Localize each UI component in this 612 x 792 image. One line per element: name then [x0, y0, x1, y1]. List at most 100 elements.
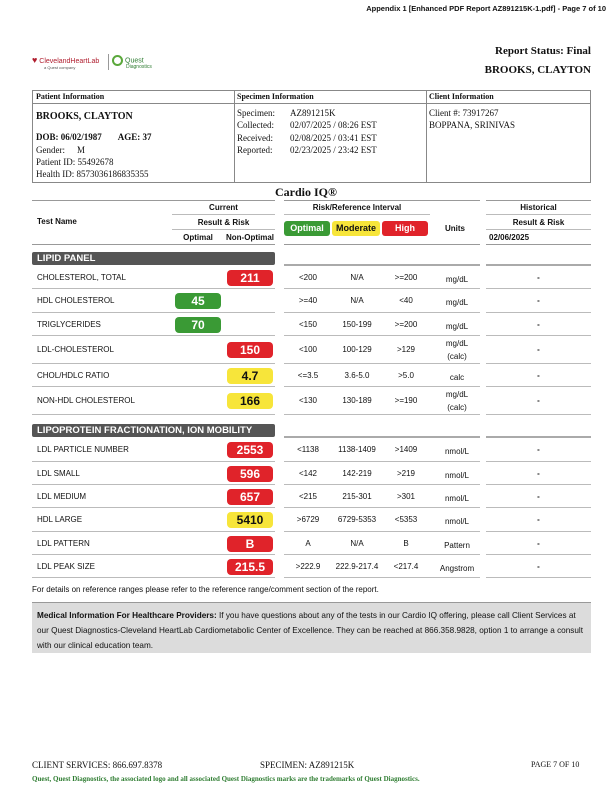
optimal-header: Optimal	[183, 233, 213, 242]
specimen-row-value: AZ891215K	[290, 108, 336, 118]
specimen-row-label: Collected:	[237, 120, 274, 131]
specimen-row-value: 02/08/2025 / 03:41 EST	[290, 132, 377, 143]
footer-client-services: CLIENT SERVICES: 866.697.8378	[32, 760, 163, 770]
historical-value: -	[537, 538, 540, 548]
optimal-range: <150	[298, 319, 318, 329]
optimal-range: >222.9	[295, 561, 321, 571]
high-range: >=200	[394, 319, 418, 329]
high-range: >129	[396, 345, 416, 354]
optimal-range: <215	[298, 491, 318, 501]
cleveland-logo-text: ClevelandHeartLab	[39, 58, 100, 65]
result-row: LDL PEAK SIZE 215.5 >222.9 222.9-217.4 <217.…	[32, 555, 591, 578]
patient-info-header: Patient Information	[33, 91, 234, 104]
units: nmol/L	[444, 470, 469, 480]
legend-optimal: Optimal	[284, 221, 330, 236]
historical-value: -	[537, 345, 540, 354]
quest-logo-sub: Diagnostics	[126, 64, 152, 70]
result-row: HDL LARGE 5410 >6729 6729-5353 <5353 nmol/L -	[32, 508, 591, 532]
patient-dob: DOB: 06/02/1987	[36, 132, 102, 143]
historical-value: -	[537, 515, 540, 524]
risk-interval-header: Risk/Reference Interval	[312, 203, 402, 212]
test-name: TRIGLYCERIDES	[37, 319, 101, 329]
medical-info-label: Medical Information For Healthcare Provi…	[37, 611, 217, 620]
specimen-row-value: 02/07/2025 / 08:26 EST	[290, 120, 377, 131]
result-badge: 5410	[227, 512, 273, 528]
test-name: LDL PARTICLE NUMBER	[37, 445, 129, 454]
specimen-row: Specimen: AZ891215K	[237, 107, 423, 119]
result-row: LDL PATTERN B A N/A B Pattern -	[32, 532, 591, 555]
test-name: LDL SMALL	[37, 468, 80, 478]
units-note: (calc)	[447, 403, 467, 412]
optimal-range: <1138	[297, 445, 319, 454]
units: nmol/L	[444, 493, 469, 503]
report-status: Report Status: Final	[495, 45, 591, 57]
specimen-row-value: 02/23/2025 / 23:42 EST	[290, 144, 377, 155]
units: nmol/L	[444, 517, 469, 526]
high-range: <5353	[394, 515, 418, 524]
footer-page-number: PAGE 7 OF 10	[531, 760, 580, 769]
patient-age: AGE: 37	[117, 132, 152, 143]
legend-high: High	[382, 221, 428, 236]
optimal-range: <=3.5	[297, 370, 319, 380]
optimal-range: <130	[298, 396, 318, 405]
test-name: LDL MEDIUM	[37, 491, 87, 501]
moderate-range: 130-189	[342, 396, 372, 405]
medical-info-text: If you have questions about any of the t…	[37, 611, 584, 650]
result-row: CHOLESTEROL, TOTAL 211 <200 N/A >=200 mg/dL -	[32, 266, 591, 289]
high-range: >5.0	[398, 370, 414, 380]
result-badge: 45	[175, 293, 221, 309]
report-title: Cardio IQ®	[275, 185, 337, 199]
units: mg/dL	[445, 321, 469, 331]
reference-footnote: For details on reference ranges please r…	[32, 585, 379, 594]
moderate-range: N/A	[350, 296, 364, 305]
result-badge: B	[227, 535, 273, 552]
specimen-row: Reported: 02/23/2025 / 23:42 EST	[237, 144, 423, 156]
non-optimal-header: Non-Optimal	[226, 233, 274, 242]
units: calc	[449, 372, 465, 382]
units: mg/dL	[445, 390, 469, 399]
moderate-range: 3.6-5.0	[344, 370, 370, 380]
test-name: HDL LARGE	[37, 515, 83, 524]
high-range: <217.4	[393, 561, 419, 571]
optimal-range: <142	[298, 468, 318, 478]
historical-value: -	[537, 296, 540, 305]
high-range: >1409	[394, 445, 418, 454]
units-note: (calc)	[447, 352, 467, 361]
test-name: CHOL/HDLC RATIO	[37, 370, 110, 380]
moderate-range: 222.9-217.4	[335, 561, 379, 571]
optimal-range: <100	[298, 345, 318, 354]
result-row: LDL SMALL 596 <142 142-219 >219 nmol/L -	[32, 462, 591, 485]
footer-specimen: SPECIMEN: AZ891215K	[260, 760, 355, 770]
historical-value: -	[537, 319, 540, 329]
result-badge: 4.7	[227, 367, 273, 384]
specimen-row: Collected: 02/07/2025 / 08:26 EST	[237, 119, 423, 131]
medical-info-box: Medical Information For Healthcare Provi…	[32, 602, 591, 653]
result-badge: 211	[227, 269, 273, 286]
health-id: Health ID: 8573036186835355	[36, 169, 149, 180]
moderate-range: 150-199	[342, 319, 372, 329]
historical-value: -	[537, 491, 540, 501]
specimen-info: Specimen Information Specimen: AZ891215K C…	[234, 91, 427, 182]
test-name: CHOLESTEROL, TOTAL	[37, 272, 126, 282]
patient-gender: M	[77, 144, 86, 155]
moderate-range: N/A	[350, 272, 364, 282]
quest-logo-icon	[112, 55, 123, 66]
units: mg/dL	[445, 339, 469, 348]
units: Pattern	[444, 540, 470, 550]
client-info: Client Information Client #: 73917267 BO…	[426, 91, 590, 182]
result-badge: 657	[227, 488, 273, 505]
lipoprotein-header: LIPOPROTEIN FRACTIONATION, ION MOBILITY	[32, 424, 275, 437]
patient-info: Patient Information BROOKS, CLAYTON DOB:…	[33, 91, 235, 182]
appendix-title: Appendix 1 [Enhanced PDF Report AZ891215…	[366, 4, 606, 13]
units: mg/dL	[445, 274, 469, 284]
optimal-range: >6729	[296, 515, 320, 524]
cleveland-logo-sub: a Quest company	[44, 65, 76, 70]
test-name-header: Test Name	[37, 217, 77, 226]
test-name: LDL PATTERN	[37, 538, 90, 548]
historical-value: -	[537, 445, 540, 454]
client-physician: BOPPANA, SRINIVAS	[429, 120, 516, 131]
moderate-range: N/A	[350, 538, 364, 548]
result-row: LDL MEDIUM 657 <215 215-301 >301 nmol/L -	[32, 485, 591, 508]
legend-moderate: Moderate	[332, 221, 380, 236]
heart-icon: ♥	[32, 55, 38, 65]
